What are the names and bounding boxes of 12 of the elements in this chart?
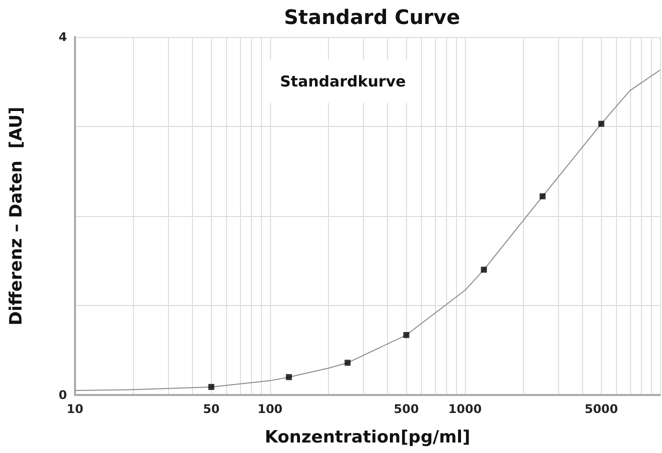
x-tick-label: 5000	[584, 402, 618, 416]
annotation: Standardkurve	[280, 72, 406, 90]
y-axis-title: Differenz – Daten [AU]	[6, 106, 26, 326]
x-tick-label: 10	[66, 402, 84, 416]
x-axis-title: Konzentration[pg/ml]	[264, 428, 470, 448]
x-tick-label: 100	[257, 402, 283, 416]
x-tick-label: 50	[202, 402, 220, 416]
x-tick-label: 500	[394, 402, 419, 416]
chart-title: Standard Curve	[284, 5, 460, 29]
y-tick-label: 4	[58, 30, 67, 44]
x-tick-label: 1000	[448, 402, 482, 416]
y-tick-label: 0	[58, 388, 67, 402]
